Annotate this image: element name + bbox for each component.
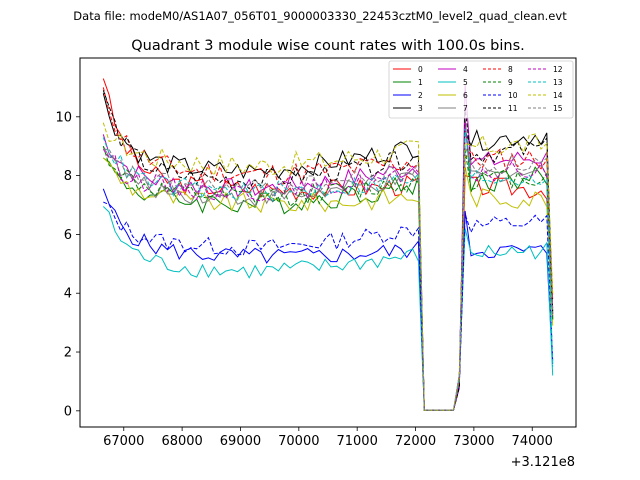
series-line-3 [102,93,554,411]
legend-label-8: 8 [508,65,513,74]
series-line-4 [102,84,554,411]
legend-label-12: 12 [553,65,563,74]
x-tick-label: 68000 [161,434,202,449]
x-tick-label: 72000 [395,434,436,449]
series-line-5 [102,206,554,411]
legend-label-14: 14 [553,91,563,100]
x-tick-label: 73000 [453,434,494,449]
series-line-0 [102,78,554,411]
series-line-2 [102,188,554,411]
y-tick-label: 0 [64,404,72,419]
x-tick-label: 71000 [336,434,377,449]
legend-label-0: 0 [418,65,423,74]
series-line-6 [102,157,554,411]
series-line-1 [103,119,554,411]
y-tick-label: 8 [64,169,72,184]
legend-label-15: 15 [553,104,563,113]
series-line-14 [102,122,554,411]
figure-suptitle: Data file: modeM0/AS1A07_056T01_90000033… [73,9,567,23]
plot-frame [79,57,577,428]
y-axis: 0 2 4 6 8 10 [55,110,80,419]
y-tick-label: 4 [64,287,72,302]
y-tick-label: 6 [64,228,72,243]
legend-box [388,60,574,119]
legend-label-3: 3 [418,104,423,113]
x-tick-label: 67000 [103,434,144,449]
series-line-10 [103,201,554,411]
legend-label-1: 1 [418,78,423,87]
legend-label-13: 13 [553,78,563,87]
plot-lines [102,78,554,411]
legend-label-7: 7 [463,104,468,113]
legend-label-11: 11 [508,104,518,113]
x-axis: 67000 68000 69000 70000 71000 72000 73000 74000 [103,427,553,449]
legend-label-9: 9 [508,78,513,87]
legend-label-5: 5 [463,78,468,87]
legend-label-4: 4 [463,65,468,74]
series-line-12 [102,122,554,411]
series-line-8 [102,87,554,411]
series-line-9 [102,146,554,411]
x-offset-label: +3.121e8 [511,455,575,470]
series-line-15 [103,146,554,411]
y-tick-label: 10 [55,110,72,125]
series-line-13 [102,128,554,411]
x-tick-label: 69000 [220,434,261,449]
series-line-11 [102,90,554,411]
y-tick-label: 2 [64,346,72,361]
chart-title: Quadrant 3 module wise count rates with … [131,38,525,54]
x-tick-label: 70000 [278,434,319,449]
legend-label-6: 6 [463,91,468,100]
x-tick-label: 74000 [512,434,553,449]
legend-label-2: 2 [418,91,423,100]
legend-label-10: 10 [508,91,518,100]
